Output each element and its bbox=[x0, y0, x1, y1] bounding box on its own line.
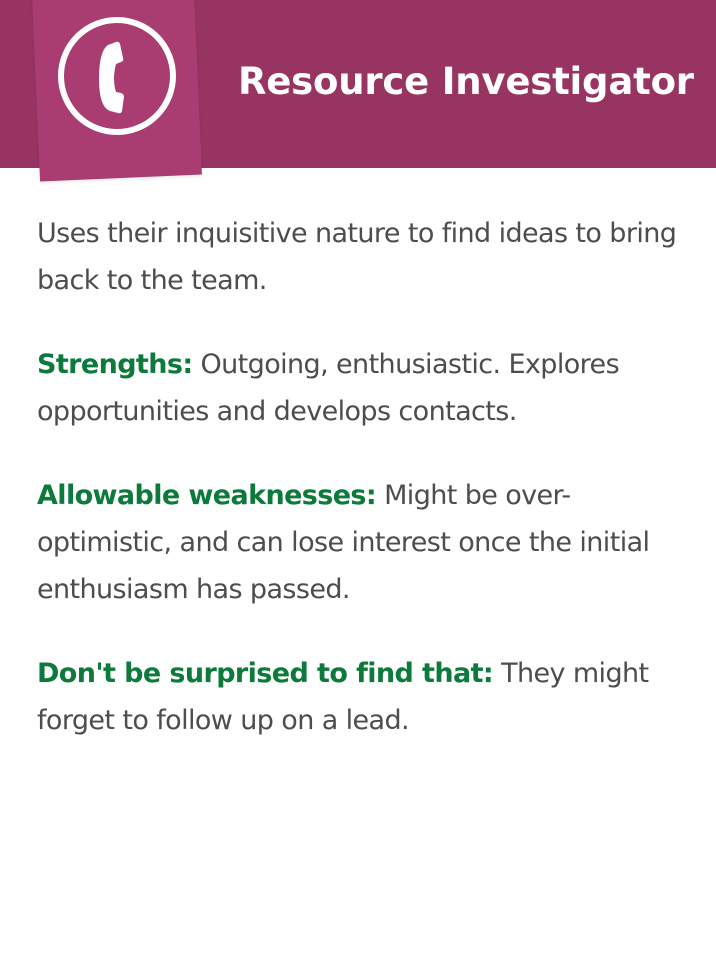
strengths-paragraph: Strengths: Outgoing, enthusiastic. Explo… bbox=[37, 341, 702, 435]
surprise-paragraph: Don't be surprised to find that: They mi… bbox=[37, 650, 702, 744]
intro-paragraph: Uses their inquisitive nature to find id… bbox=[37, 218, 677, 296]
weaknesses-paragraph: Allowable weaknesses: Might be over-opti… bbox=[37, 472, 702, 613]
weaknesses-label: Allowable weaknesses: bbox=[37, 480, 377, 511]
surprise-text: They might forget to follow up on a lead… bbox=[37, 658, 649, 736]
role-title: Resource Investigator bbox=[238, 60, 694, 103]
weaknesses-text: Might be over-optimistic, and can lose i… bbox=[37, 480, 650, 605]
strengths-text: Outgoing, enthusiastic. Explores opportu… bbox=[37, 349, 620, 427]
strengths-label: Strengths: bbox=[37, 349, 193, 380]
telephone-handset-icon bbox=[58, 17, 176, 135]
surprise-label: Don't be surprised to find that: bbox=[37, 658, 494, 689]
role-description: Uses their inquisitive nature to find id… bbox=[37, 210, 702, 781]
role-header: Resource Investigator bbox=[0, 0, 716, 182]
